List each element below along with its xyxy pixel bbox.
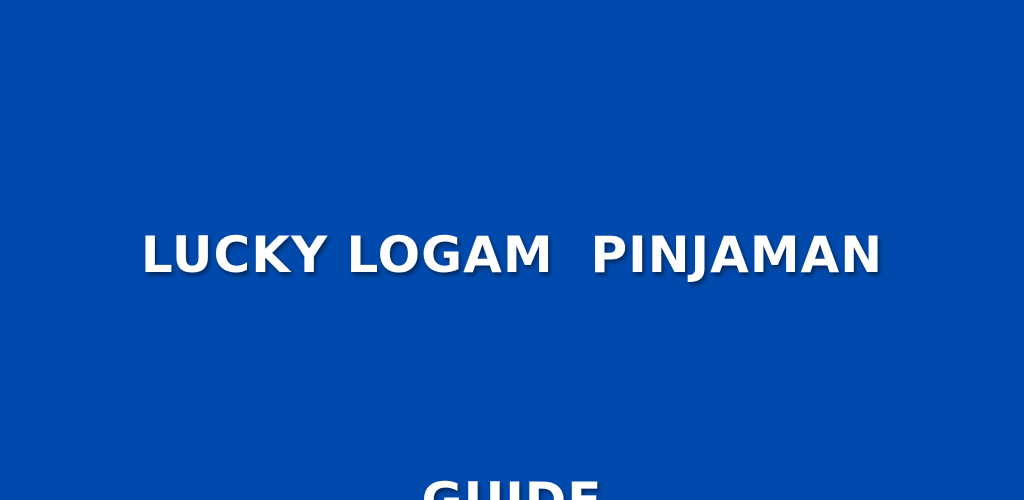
banner-title: LUCKY LOGAM PINJAMAN GUIDE — [0, 50, 1024, 500]
banner-title-line-1: LUCKY LOGAM PINJAMAN — [140, 226, 884, 284]
banner-title-line-2: GUIDE — [0, 460, 1024, 500]
